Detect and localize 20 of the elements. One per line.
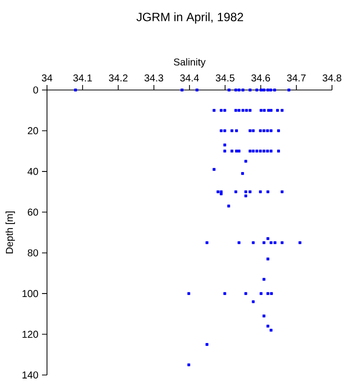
x-tick-label: 34.2	[108, 74, 128, 82]
y-tick-label: 140	[22, 371, 38, 379]
y-tick-label: 120	[22, 330, 38, 338]
chart-title: JGRM in April, 1982	[136, 12, 244, 24]
x-tick-label: 34.5	[216, 74, 234, 82]
y-tick-label: 80	[28, 249, 38, 256]
x-tick-label: 34.8	[322, 74, 342, 82]
y-tick-label: 20	[28, 127, 38, 134]
y-tick-label: 0	[33, 86, 38, 94]
x-tick-label: 34.1	[73, 74, 92, 82]
y-tick-label: 60	[28, 208, 38, 216]
x-tick-label: 34.7	[287, 74, 306, 82]
x-tick-label: 34.6	[251, 74, 270, 82]
x-tick-label: 34.4	[180, 74, 199, 82]
x-tick-label: 34	[42, 74, 52, 82]
y-axis-title: Depth [m]	[6, 212, 15, 254]
y-tick-label: 40	[28, 168, 38, 175]
x-tick-label: 34.3	[144, 74, 164, 82]
x-axis-title: Salinity	[174, 58, 206, 68]
y-tick-label: 100	[22, 290, 38, 298]
